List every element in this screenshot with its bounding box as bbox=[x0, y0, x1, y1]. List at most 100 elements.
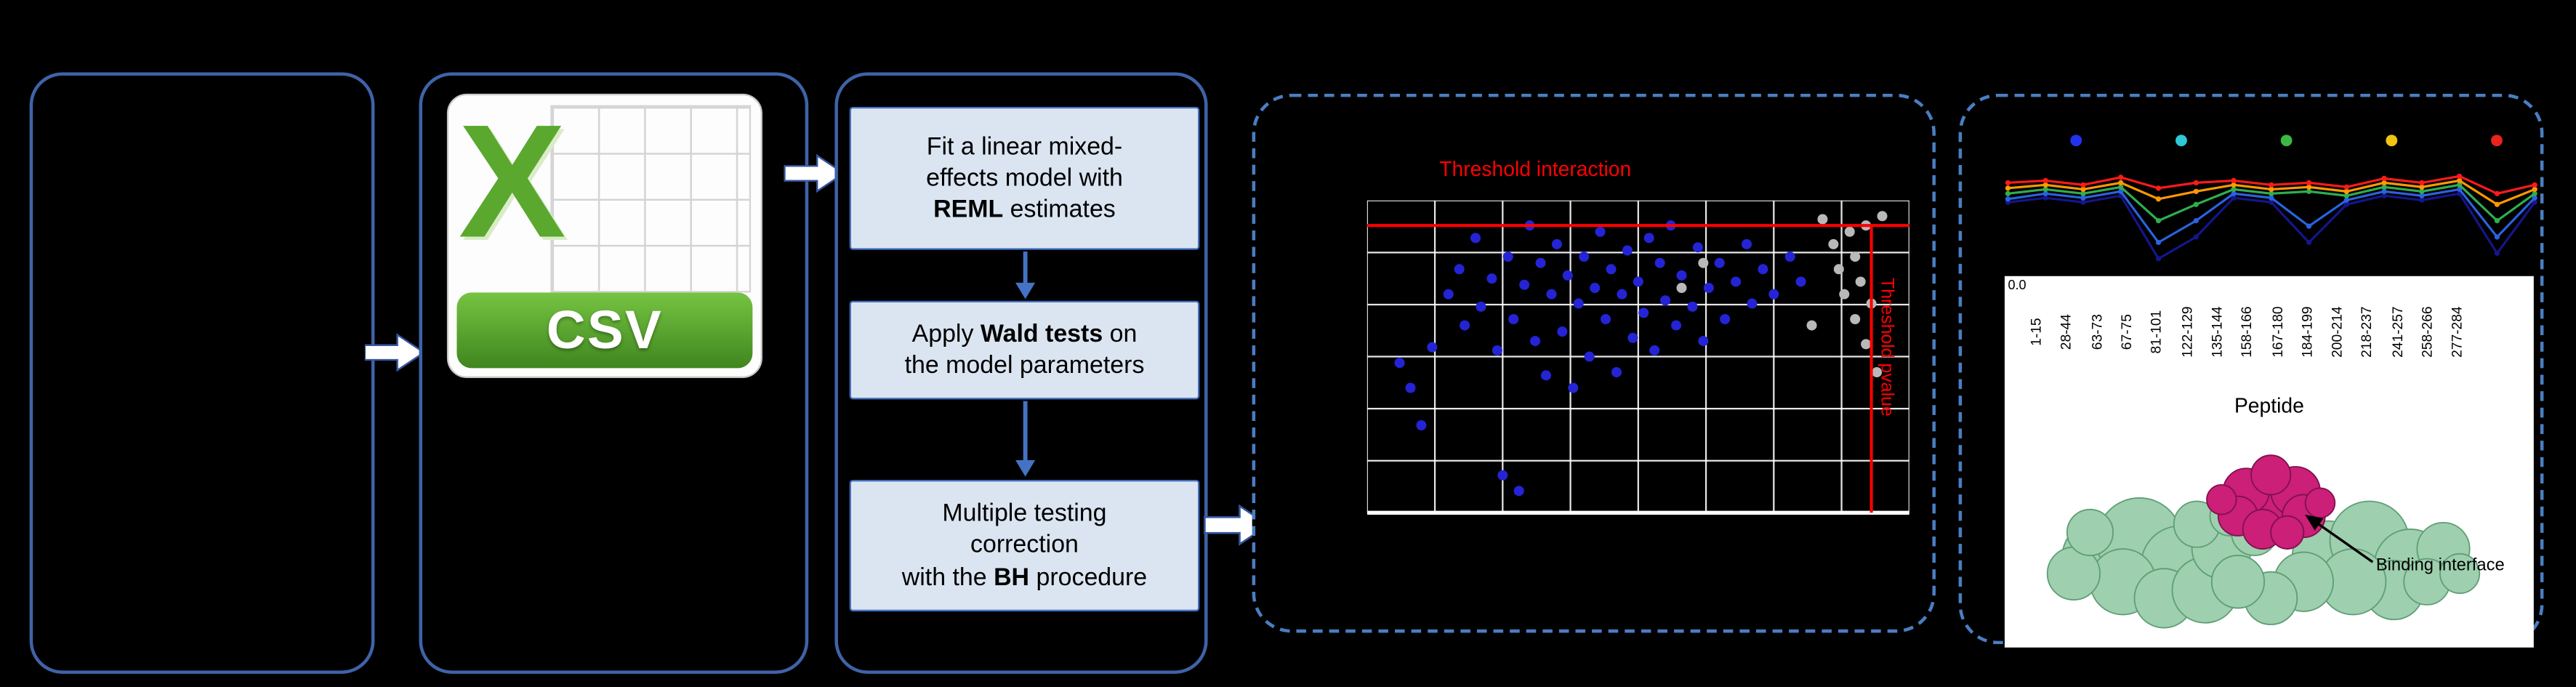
axis-and-structure-area: 0.0 1-15 28-44 63-73 67-75 81-101 122-129 135-… bbox=[2004, 276, 2534, 648]
scatter-point bbox=[1530, 336, 1541, 347]
peptide-tick: 28-44 bbox=[2051, 279, 2081, 385]
uptake-marker bbox=[2231, 177, 2237, 184]
peptide-label: 218-237 bbox=[2358, 306, 2375, 358]
scatter-point bbox=[1606, 264, 1617, 275]
peptide-tick: 81-101 bbox=[2141, 279, 2171, 385]
uptake-marker bbox=[2494, 234, 2500, 240]
scatter-point bbox=[1649, 345, 1660, 355]
scatter-point-excluded bbox=[1828, 238, 1839, 249]
peptide-tick: 63-73 bbox=[2081, 279, 2111, 385]
uptake-marker bbox=[2042, 195, 2048, 201]
scatter-point bbox=[1601, 314, 1611, 325]
peptide-tick: 67-75 bbox=[2112, 279, 2141, 385]
uptake-marker bbox=[2532, 199, 2537, 205]
scatter-point bbox=[1643, 233, 1654, 244]
peptide-label: 1-15 bbox=[2027, 318, 2045, 346]
peptide-label: 277-284 bbox=[2448, 306, 2466, 358]
uptake-marker bbox=[2231, 195, 2237, 201]
uptake-marker bbox=[2080, 182, 2086, 188]
uptake-marker bbox=[2419, 188, 2425, 194]
peptide-tick: 218-237 bbox=[2352, 279, 2382, 385]
flow-arrow-2-icon bbox=[784, 153, 845, 193]
scatter-point-excluded bbox=[1850, 314, 1861, 325]
peptide-label: 63-73 bbox=[2088, 314, 2105, 350]
uptake-marker bbox=[2118, 180, 2124, 185]
uptake-line-chart bbox=[2005, 173, 2537, 262]
scatter-point bbox=[1405, 382, 1416, 393]
uptake-marker bbox=[2005, 180, 2011, 185]
scatter-point bbox=[1622, 245, 1633, 256]
uptake-marker bbox=[2532, 186, 2537, 192]
uptake-marker bbox=[2005, 196, 2011, 202]
uptake-marker bbox=[2118, 188, 2124, 194]
csv-label: CSV bbox=[546, 299, 663, 361]
uptake-marker bbox=[2269, 186, 2274, 192]
uptake-marker bbox=[2042, 182, 2048, 188]
scatter-point bbox=[1394, 358, 1405, 369]
scatter-point bbox=[1497, 470, 1508, 481]
binding-arrow bbox=[2305, 514, 2374, 563]
scatter-point-excluded bbox=[1806, 320, 1817, 331]
uptake-marker bbox=[2306, 223, 2312, 229]
uptake-marker bbox=[2419, 197, 2425, 203]
uptake-marker bbox=[2155, 239, 2162, 246]
peptide-label: 241-257 bbox=[2388, 306, 2405, 358]
uptake-marker bbox=[2080, 186, 2086, 192]
scatter-point bbox=[1443, 289, 1454, 300]
peptide-tick: 184-199 bbox=[2292, 279, 2322, 385]
uptake-marker bbox=[2494, 201, 2500, 207]
scatter-point bbox=[1546, 289, 1557, 300]
panel-scatter-result: Threshold interaction Threshold pvalue bbox=[1252, 93, 1936, 633]
step-box-bh: Multiple testing correction with the BH … bbox=[849, 480, 1200, 611]
panel-model-steps: Fit a linear mixed- effects model with R… bbox=[834, 72, 1208, 674]
panel-csv-file: X CSV bbox=[419, 72, 809, 674]
scatter-point-excluded bbox=[1676, 283, 1687, 294]
scatter-point bbox=[1573, 298, 1584, 309]
flow-arrow-1-icon bbox=[364, 333, 424, 372]
uptake-marker bbox=[2343, 193, 2349, 198]
scatter-point-excluded bbox=[1833, 264, 1844, 275]
uptake-marker bbox=[2343, 197, 2349, 203]
uptake-marker bbox=[2381, 188, 2387, 194]
uptake-marker bbox=[2343, 188, 2349, 194]
uptake-marker bbox=[2306, 184, 2312, 190]
uptake-marker bbox=[2494, 190, 2500, 196]
scatter-point bbox=[1742, 238, 1752, 249]
legend-state-dot bbox=[2280, 134, 2293, 147]
peptide-label: 135-144 bbox=[2208, 306, 2225, 358]
peptide-tick: 258-266 bbox=[2412, 279, 2442, 385]
uptake-marker bbox=[2381, 193, 2387, 198]
peptide-label: 158-166 bbox=[2238, 306, 2255, 358]
scatter-point bbox=[1731, 276, 1742, 287]
uptake-marker bbox=[2155, 256, 2162, 262]
step-box-wald-text: Apply Wald tests on the model parameters bbox=[904, 320, 1145, 380]
scatter-point bbox=[1692, 242, 1703, 253]
uptake-marker bbox=[2494, 250, 2500, 256]
step-box-reml-text: Fit a linear mixed- effects model with R… bbox=[926, 132, 1123, 224]
legend-state-dot bbox=[2386, 134, 2398, 147]
uptake-marker bbox=[2155, 196, 2162, 202]
uptake-marker bbox=[2005, 190, 2011, 196]
scatter-point bbox=[1676, 270, 1687, 281]
uptake-marker bbox=[2419, 193, 2425, 198]
uptake-marker bbox=[2155, 185, 2162, 191]
uptake-marker bbox=[2118, 174, 2124, 180]
peptide-tick: 122-129 bbox=[2171, 279, 2201, 385]
scatter-point bbox=[1660, 295, 1671, 306]
scatter-point bbox=[1535, 257, 1546, 268]
scatter-point bbox=[1633, 276, 1643, 287]
excel-x-glyph: X bbox=[458, 90, 566, 271]
uptake-marker bbox=[2193, 180, 2199, 185]
uptake-marker bbox=[2343, 201, 2349, 207]
spreadsheet-grid-icon bbox=[550, 105, 752, 293]
uptake-marker bbox=[2269, 182, 2274, 188]
scatter-point bbox=[1627, 332, 1638, 343]
uptake-marker bbox=[2419, 184, 2425, 190]
scatter-point-excluded bbox=[1844, 226, 1855, 237]
uptake-marker bbox=[2269, 195, 2274, 201]
scatter-point bbox=[1454, 264, 1465, 275]
csv-ribbon: CSV bbox=[456, 292, 753, 369]
scatter-point-excluded bbox=[1839, 289, 1850, 300]
uptake-marker bbox=[2306, 239, 2312, 246]
